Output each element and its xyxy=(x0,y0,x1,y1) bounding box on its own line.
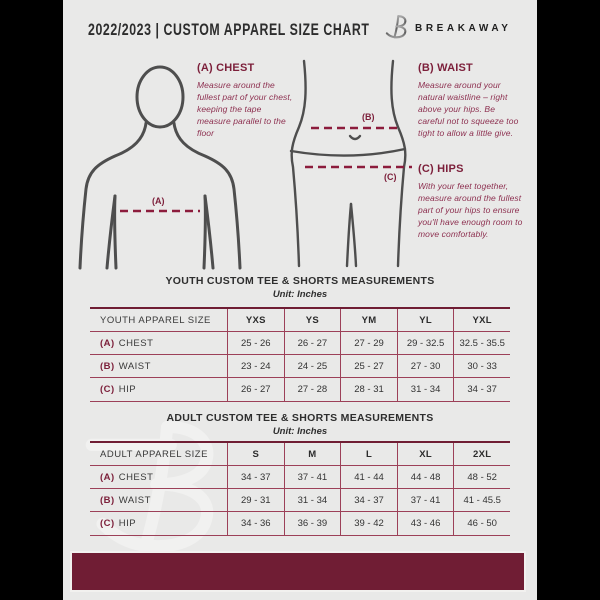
size-value: 32.5 - 35.5 xyxy=(453,332,510,354)
row-label: (A) CHEST xyxy=(90,466,227,488)
row-label: (B) WAIST xyxy=(90,489,227,511)
waist-hip-diagram: (B) (C) xyxy=(280,55,415,270)
row-label: (C) HIP xyxy=(90,378,227,401)
row-letter: (B) xyxy=(100,494,115,506)
adult-table-unit: Unit: Inches xyxy=(272,426,328,437)
row-name: WAIST xyxy=(118,494,151,506)
brand-name: BREAKAWAY xyxy=(415,23,512,34)
size-value: 25 - 26 xyxy=(227,332,284,354)
size-value: 23 - 24 xyxy=(227,355,284,377)
row-letter: (B) xyxy=(100,360,115,372)
row-name: HIP xyxy=(118,518,137,529)
chest-heading: (A) CHEST xyxy=(197,62,255,74)
row-name: CHEST xyxy=(118,337,154,349)
row-letter: (C) xyxy=(100,518,115,529)
size-value: 24 - 25 xyxy=(283,355,341,377)
footer-accent-bar xyxy=(70,551,526,592)
adult-header-row: ADULT APPAREL SIZE S M L XL 2XL xyxy=(90,443,510,466)
size-value: 28 - 31 xyxy=(340,378,397,401)
waist-instructions: (B) WAIST Measure around your natural wa… xyxy=(418,62,521,139)
breakaway-logo-icon xyxy=(383,14,411,45)
size-header: 2XL xyxy=(453,443,510,465)
size-value: 41 - 44 xyxy=(340,466,397,488)
youth-table-title: YOUTH CUSTOM TEE & SHORTS MEASUREMENTS xyxy=(165,275,435,287)
size-value: 25 - 27 xyxy=(340,355,397,377)
size-value: 44 - 48 xyxy=(396,466,454,488)
chest-diagram: (A) xyxy=(75,55,245,270)
size-header: YM xyxy=(340,309,397,331)
page-title: 2022/2023 | CUSTOM APPAREL SIZE CHART xyxy=(88,20,370,39)
waist-heading: (B) WAIST xyxy=(418,62,473,74)
size-header: YXL xyxy=(453,309,510,331)
youth-hip-row: (C) HIP 26 - 27 27 - 28 28 - 31 31 - 34 … xyxy=(90,378,510,401)
row-label: (B) WAIST xyxy=(90,355,227,377)
hips-line-label: (C) xyxy=(384,172,397,182)
size-value: 43 - 46 xyxy=(396,512,454,535)
size-header: S xyxy=(227,443,284,465)
size-value: 27 - 28 xyxy=(283,378,341,401)
size-value: 34 - 36 xyxy=(227,512,284,535)
youth-size-table: YOUTH APPAREL SIZE YXS YS YM YL YXL (A) … xyxy=(90,307,510,402)
upper-body-outline-icon xyxy=(78,65,242,270)
size-value: 26 - 27 xyxy=(283,332,341,354)
size-value: 46 - 50 xyxy=(453,512,510,535)
chest-instructions: (A) CHEST Measure around the fullest par… xyxy=(197,62,294,139)
size-header: YXS xyxy=(227,309,284,331)
breakaway-watermark-icon xyxy=(81,413,239,568)
row-name: HIP xyxy=(118,384,137,395)
size-value: 29 - 31 xyxy=(227,489,284,511)
row-name: WAIST xyxy=(118,360,151,372)
size-value: 26 - 27 xyxy=(227,378,284,401)
size-value: 29 - 32.5 xyxy=(396,332,454,354)
size-value: 37 - 41 xyxy=(396,489,454,511)
adult-table-title: ADULT CUSTOM TEE & SHORTS MEASUREMENTS xyxy=(166,412,434,424)
row-letter: (C) xyxy=(100,384,115,395)
size-value: 34 - 37 xyxy=(453,378,510,401)
hips-instructions: (C) HIPS With your feet together, measur… xyxy=(418,163,523,240)
size-value: 36 - 39 xyxy=(283,512,341,535)
size-value: 27 - 29 xyxy=(340,332,397,354)
lower-body-outline-icon xyxy=(289,59,412,268)
hips-heading: (C) HIPS xyxy=(418,163,464,175)
adult-size-column-header: ADULT APPAREL SIZE xyxy=(100,448,208,460)
youth-table-unit: Unit: Inches xyxy=(272,289,328,300)
size-value: 41 - 45.5 xyxy=(453,489,510,511)
size-value: 31 - 34 xyxy=(283,489,341,511)
row-letter: (A) xyxy=(100,337,115,349)
chest-description: Measure around the fullest part of your … xyxy=(197,80,293,138)
size-value: 31 - 34 xyxy=(396,378,454,401)
adult-size-table: ADULT APPAREL SIZE S M L XL 2XL (A) CHES… xyxy=(90,441,510,536)
size-value: 39 - 42 xyxy=(340,512,397,535)
size-header: YL xyxy=(396,309,454,331)
chest-line-label: (A) xyxy=(152,196,165,206)
size-header: XL xyxy=(396,443,454,465)
size-header: YS xyxy=(283,309,341,331)
size-value: 30 - 33 xyxy=(453,355,510,377)
size-header: M xyxy=(283,443,341,465)
adult-waist-row: (B) WAIST 29 - 31 31 - 34 34 - 37 37 - 4… xyxy=(90,489,510,512)
document-canvas: 2022/2023 | CUSTOM APPAREL SIZE CHART xyxy=(63,0,537,600)
row-letter: (A) xyxy=(100,471,115,483)
size-value: 34 - 37 xyxy=(227,466,284,488)
adult-hip-row: (C) HIP 34 - 36 36 - 39 39 - 42 43 - 46 … xyxy=(90,512,510,535)
size-value: 27 - 30 xyxy=(396,355,454,377)
row-name: CHEST xyxy=(118,471,154,483)
row-label: (A) CHEST xyxy=(90,332,227,354)
youth-waist-row: (B) WAIST 23 - 24 24 - 25 25 - 27 27 - 3… xyxy=(90,355,510,378)
waist-description: Measure around your natural waistline – … xyxy=(418,80,519,138)
youth-size-column-header: YOUTH APPAREL SIZE xyxy=(100,314,211,326)
waist-line-label: (B) xyxy=(362,112,375,122)
row-label: (C) HIP xyxy=(90,512,227,535)
youth-header-row: YOUTH APPAREL SIZE YXS YS YM YL YXL xyxy=(90,309,510,332)
size-value: 48 - 52 xyxy=(453,466,510,488)
adult-chest-row: (A) CHEST 34 - 37 37 - 41 41 - 44 44 - 4… xyxy=(90,466,510,489)
hips-description: With your feet together, measure around … xyxy=(418,181,523,239)
size-header: L xyxy=(340,443,397,465)
youth-chest-row: (A) CHEST 25 - 26 26 - 27 27 - 29 29 - 3… xyxy=(90,332,510,355)
size-value: 37 - 41 xyxy=(283,466,341,488)
size-value: 34 - 37 xyxy=(340,489,397,511)
